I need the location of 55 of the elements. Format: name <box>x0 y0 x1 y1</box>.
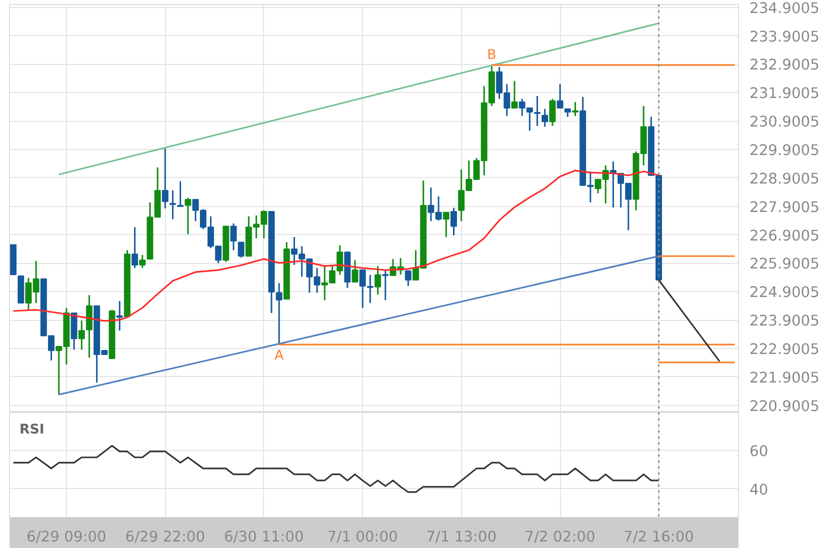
y-tick-label: 226.9005 <box>750 227 820 244</box>
x-tick-label: 7/2 02:00 <box>524 528 596 546</box>
y-tick-label: 223.9005 <box>750 312 820 330</box>
x-tick-label: 7/2 16:00 <box>624 528 694 546</box>
line-series <box>12 444 660 493</box>
candlestick <box>511 80 518 109</box>
candlestick <box>359 269 366 309</box>
y-tick-label: 220.9005 <box>750 398 820 415</box>
candlestick <box>352 259 358 283</box>
y-tick-label: 231.9005 <box>750 85 820 102</box>
candlestick <box>276 282 282 346</box>
candlestick <box>230 222 237 251</box>
candlestick <box>366 274 374 304</box>
candlestick <box>139 254 146 269</box>
candlestick <box>116 300 123 332</box>
y-tick-label: 228.9005 <box>750 170 820 188</box>
x-tick-label: 6/30 11:00 <box>224 528 304 546</box>
candlestick <box>404 270 412 287</box>
y-tick-label: 224.9005 <box>750 284 820 302</box>
candlestick <box>184 197 192 235</box>
candlestick <box>450 207 457 236</box>
y-tick-label: 225.9005 <box>750 256 820 273</box>
candlestick <box>86 294 92 358</box>
y-tick-label: 60 <box>750 443 768 460</box>
y-tick-label: 40 <box>750 481 768 498</box>
x-tick-label: 7/1 13:00 <box>426 528 497 546</box>
y-tick-label: 230.9005 <box>750 114 820 131</box>
candlestick <box>442 212 450 238</box>
line-series <box>12 170 660 322</box>
text: RSI <box>20 422 44 438</box>
y-tick-label: 234.9005 <box>750 0 820 17</box>
y-tick-label: 221.9005 <box>750 369 820 386</box>
candlestick <box>238 241 244 258</box>
y-tick-label: 229.9005 <box>750 142 820 159</box>
candlestick <box>374 265 382 296</box>
x-tick-label: 6/29 09:00 <box>26 528 106 546</box>
candlestick <box>549 98 556 127</box>
y-tick-label: 232.9005 <box>750 56 820 74</box>
candlestick <box>534 95 540 127</box>
candlestick <box>78 320 85 350</box>
candlestick <box>572 101 578 117</box>
candlestick <box>556 83 564 109</box>
candlestick <box>170 190 176 220</box>
y-tick-label: 233.9005 <box>750 28 820 46</box>
candlestick <box>177 180 184 208</box>
candlestick <box>162 148 168 210</box>
annotation: A <box>274 348 284 364</box>
y-tick-label: 227.9005 <box>750 198 820 216</box>
annotation: B <box>487 48 496 64</box>
candlestick <box>382 269 389 301</box>
x-tick-label: 6/29 22:00 <box>125 528 206 546</box>
candlestick <box>542 108 548 128</box>
y-tick-label: 222.9005 <box>750 341 820 358</box>
candlestick <box>132 226 138 269</box>
x-tick-label: 7/1 00:00 <box>327 528 398 546</box>
